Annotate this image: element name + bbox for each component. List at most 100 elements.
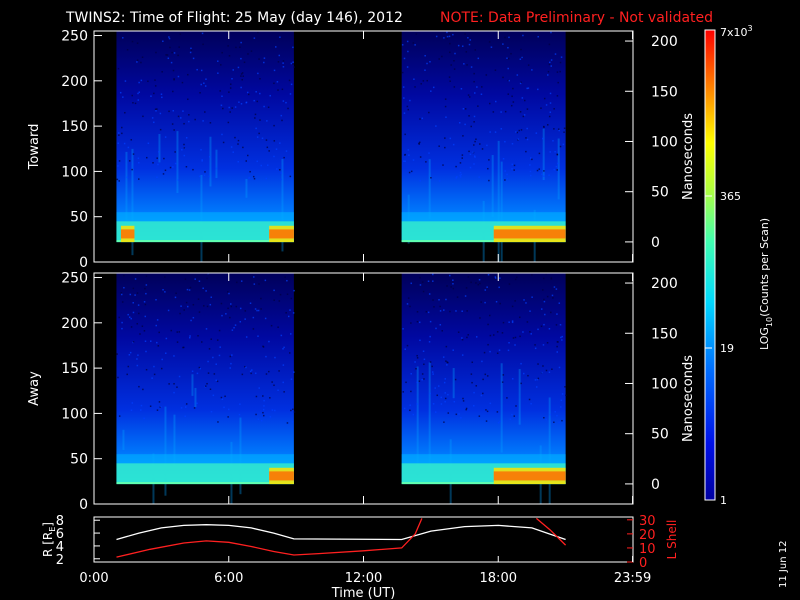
spectrogram-noise bbox=[153, 92, 155, 95]
spectrogram-noise bbox=[469, 166, 472, 169]
spectrogram-noise bbox=[179, 117, 182, 119]
y2-tick-label: 100 bbox=[651, 376, 678, 392]
spectrogram-noise bbox=[256, 100, 259, 103]
spectrogram-noise bbox=[137, 157, 140, 160]
y2-tick-label: 0 bbox=[639, 556, 647, 571]
spectrogram-noise bbox=[545, 273, 547, 275]
spectrogram-noise bbox=[160, 367, 163, 370]
spectrogram-noise bbox=[462, 400, 465, 402]
spectrogram-noise bbox=[257, 418, 260, 421]
spectrogram-noise bbox=[165, 337, 168, 340]
spectrogram-noise bbox=[507, 79, 510, 82]
spectrogram-noise bbox=[136, 364, 139, 367]
spectrogram-noise bbox=[117, 376, 119, 379]
spectrogram-noise bbox=[414, 86, 416, 88]
spectrogram-noise bbox=[282, 381, 284, 384]
spectrogram-noise bbox=[154, 85, 157, 87]
spectrogram-noise bbox=[207, 360, 209, 363]
spectrogram-noise bbox=[132, 153, 135, 155]
spectrogram-noise bbox=[431, 365, 433, 368]
spectrogram-noise bbox=[259, 77, 261, 80]
spectrogram-noise bbox=[221, 314, 223, 317]
spectrogram-noise bbox=[511, 95, 513, 98]
spectrogram-noise bbox=[218, 354, 221, 357]
spectrogram-noise bbox=[486, 375, 489, 377]
spectrogram-noise bbox=[447, 412, 450, 414]
y-tick-label: 200 bbox=[61, 74, 88, 90]
spectrogram-noise bbox=[444, 397, 447, 400]
spectrogram-noise bbox=[550, 311, 552, 314]
spectrogram-noise bbox=[289, 175, 292, 178]
spectrogram-noise bbox=[258, 132, 260, 135]
spectrogram-noise bbox=[117, 67, 120, 70]
spectrogram-noise bbox=[171, 51, 173, 54]
spectrogram-noise bbox=[290, 62, 293, 65]
spectrogram-noise bbox=[137, 354, 139, 356]
spectrogram-noise bbox=[460, 417, 462, 419]
spectrogram-noise bbox=[290, 333, 292, 335]
spectrogram-noise bbox=[220, 64, 222, 66]
spectrogram-noise bbox=[170, 61, 173, 64]
spectrogram-streak bbox=[176, 131, 179, 193]
spectrogram-noise bbox=[443, 37, 445, 39]
spectrogram-hot-core bbox=[493, 229, 566, 239]
spectrogram-noise bbox=[124, 111, 126, 114]
spectrogram-noise bbox=[474, 156, 476, 158]
spectrogram-noise bbox=[444, 98, 447, 100]
spectrogram-noise bbox=[531, 274, 533, 276]
spectrogram-noise bbox=[290, 83, 293, 86]
spectrogram-noise bbox=[246, 91, 249, 94]
spectrogram-noise bbox=[436, 394, 439, 397]
x-tick-label: 23:59 bbox=[614, 571, 651, 586]
spectrogram-noise bbox=[447, 393, 449, 396]
spectrogram-noise bbox=[234, 324, 237, 326]
spectrogram-noise bbox=[428, 341, 431, 343]
spectrogram-noise bbox=[228, 55, 231, 57]
spectrogram-noise bbox=[516, 74, 519, 76]
spectrogram-noise bbox=[507, 349, 510, 352]
spectrogram-noise bbox=[488, 159, 490, 161]
spectrogram-noise bbox=[410, 390, 412, 393]
spectrogram-noise bbox=[153, 373, 156, 376]
spectrogram-noise bbox=[407, 297, 410, 299]
spectrogram-noise bbox=[502, 76, 504, 79]
spectrogram-noise bbox=[273, 384, 275, 387]
spectrogram-noise bbox=[177, 115, 180, 118]
spectrogram-noise bbox=[232, 69, 234, 71]
spectrogram-noise bbox=[263, 57, 266, 59]
spectrogram-band-edge bbox=[116, 454, 294, 464]
spectrogram-noise bbox=[432, 280, 434, 282]
spectrogram-noise bbox=[190, 47, 192, 50]
spectrogram-noise bbox=[228, 106, 230, 109]
spectrogram-noise bbox=[269, 94, 271, 97]
y2-tick-label: 200 bbox=[651, 34, 678, 50]
spectrogram bbox=[116, 273, 567, 504]
spectrogram-noise bbox=[529, 331, 531, 333]
spectrogram-noise bbox=[181, 81, 184, 84]
spectrogram-noise bbox=[131, 94, 133, 97]
spectrogram-noise bbox=[187, 98, 189, 101]
spectrogram-streak bbox=[164, 406, 167, 496]
spectrogram-noise bbox=[419, 156, 422, 158]
spectrogram-noise bbox=[549, 111, 552, 113]
spectrogram-noise bbox=[546, 124, 549, 126]
spectrogram-noise bbox=[513, 164, 516, 167]
spectrogram-noise bbox=[155, 110, 157, 112]
spectrogram-noise bbox=[242, 75, 244, 77]
spectrogram-noise bbox=[254, 117, 256, 119]
spectrogram-noise bbox=[473, 80, 475, 83]
spectrogram-noise bbox=[449, 274, 451, 277]
spectrogram-noise bbox=[402, 391, 404, 393]
spectrogram-noise bbox=[499, 420, 501, 423]
spectrogram-noise bbox=[282, 364, 285, 366]
spectrogram-noise bbox=[232, 151, 234, 153]
spectrogram-noise bbox=[482, 392, 484, 395]
spectrogram-noise bbox=[407, 108, 410, 111]
spectrogram-streak bbox=[548, 397, 551, 504]
spectrogram-noise bbox=[229, 83, 232, 85]
spectrogram-noise bbox=[422, 80, 425, 82]
spectrogram-noise bbox=[558, 366, 561, 369]
spectrogram-noise bbox=[553, 168, 555, 171]
spectrogram-noise bbox=[511, 305, 514, 308]
spectrogram-noise bbox=[519, 82, 522, 85]
